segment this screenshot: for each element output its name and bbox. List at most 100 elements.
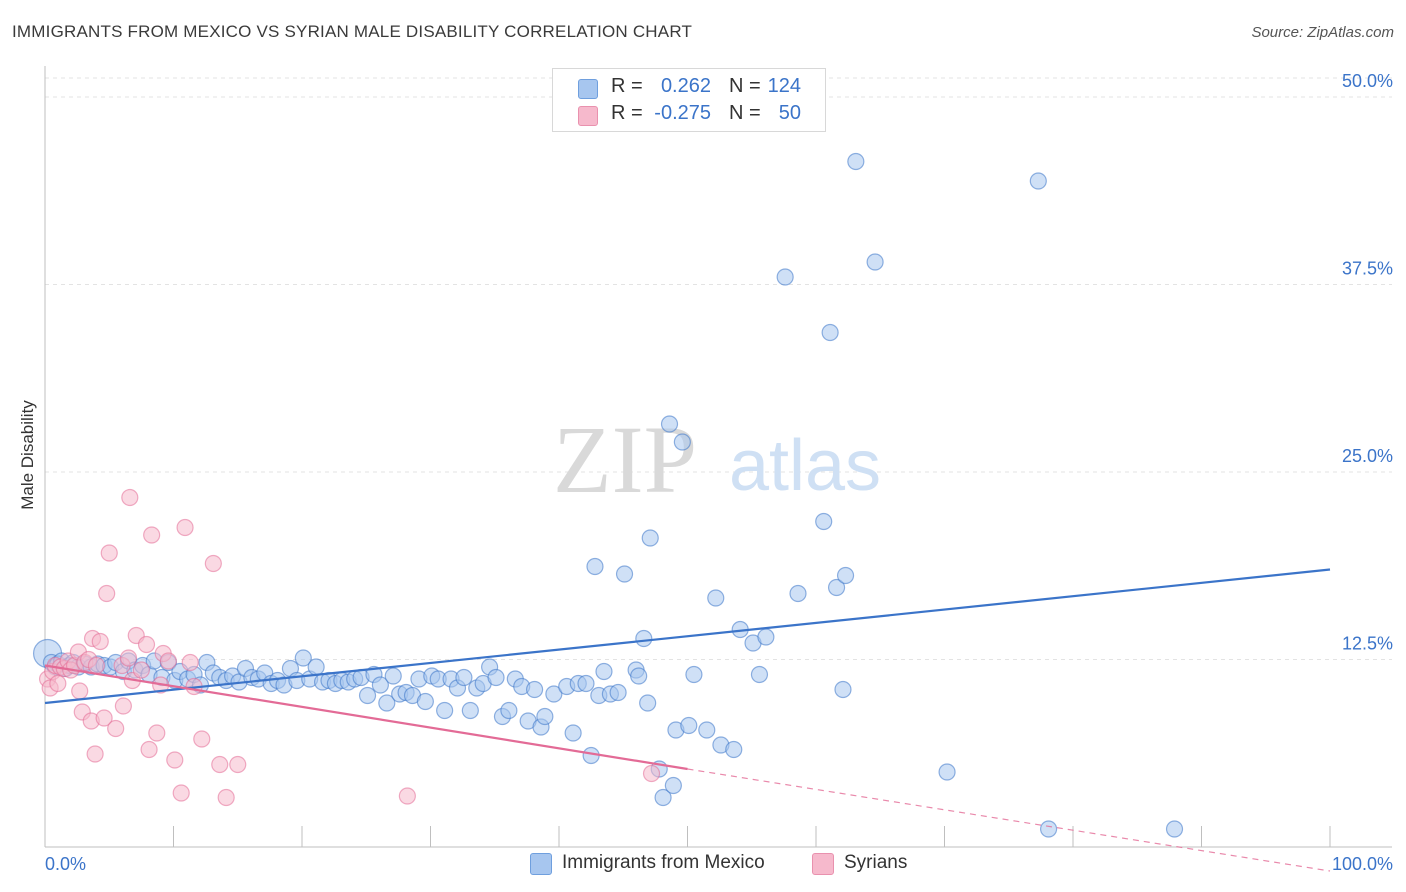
point-syrians <box>114 697 132 715</box>
stats-legend: R = 0.262 N = 124 R = -0.275 N = 50 <box>552 68 826 132</box>
point-mexico <box>866 253 884 271</box>
source-label: Source: ZipAtlas.com <box>1251 24 1394 41</box>
legend-row-syrians: R = -0.275 N = 50 <box>553 100 825 128</box>
legend-r-value: -0.275 <box>654 102 711 124</box>
grid-lines <box>45 77 1392 660</box>
point-syrians <box>95 709 113 727</box>
trend-lines <box>44 568 1331 872</box>
point-mexico <box>577 674 595 693</box>
point-mexico <box>635 629 653 648</box>
point-syrians <box>91 632 109 651</box>
legend-r-label: R = <box>611 75 643 97</box>
legend-swatch-syrians <box>578 106 598 126</box>
point-syrians <box>100 544 118 562</box>
point-mexico <box>660 415 679 433</box>
point-syrians <box>159 652 177 670</box>
x-tick-label: 100.0% <box>1332 854 1393 874</box>
point-mexico <box>815 512 833 531</box>
watermark-atlas: atlas <box>729 426 881 506</box>
point-mexico <box>487 668 505 687</box>
point-syrians <box>137 635 156 654</box>
point-mexico <box>1029 172 1047 190</box>
point-mexico <box>307 658 325 676</box>
point-mexico <box>639 694 657 712</box>
point-mexico <box>536 707 554 726</box>
point-syrians <box>176 518 194 537</box>
legend-n-label: N = <box>729 75 761 97</box>
point-syrians <box>132 661 150 679</box>
legend-r-label: R = <box>611 102 643 124</box>
point-mexico <box>776 268 794 286</box>
point-syrians <box>166 751 184 769</box>
point-mexico <box>938 763 956 781</box>
point-mexico <box>595 662 613 681</box>
point-syrians <box>98 584 116 603</box>
point-syrians <box>211 755 229 774</box>
point-syrians <box>172 784 190 802</box>
point-syrians <box>87 656 106 675</box>
point-mexico <box>836 566 855 585</box>
point-syrians <box>193 730 211 748</box>
point-mexico <box>378 694 396 712</box>
point-mexico <box>685 665 703 684</box>
chart-title: IMMIGRANTS FROM MEXICO VS SYRIAN MALE DI… <box>12 22 693 41</box>
point-mexico <box>609 683 627 702</box>
point-mexico <box>436 701 454 720</box>
y-tick-label: 12.5% <box>1342 634 1393 654</box>
series-syrians-points <box>38 488 661 807</box>
legend-swatch-mexico <box>530 853 552 875</box>
point-syrians <box>642 764 661 783</box>
point-mexico <box>586 557 604 576</box>
point-mexico <box>294 649 312 667</box>
point-mexico <box>821 323 839 342</box>
point-mexico <box>500 701 518 720</box>
point-mexico <box>416 692 434 711</box>
point-mexico <box>564 724 582 742</box>
point-syrians <box>204 554 222 573</box>
legend-row-mexico: R = 0.262 N = 124 <box>553 73 825 101</box>
point-mexico <box>664 776 682 795</box>
legend-swatch-mexico <box>578 79 598 99</box>
point-mexico <box>707 589 725 607</box>
point-mexico <box>525 680 544 699</box>
point-syrians <box>49 674 67 693</box>
point-mexico <box>725 740 743 759</box>
y-tick-label: 50.0% <box>1342 71 1393 91</box>
point-syrians <box>121 488 139 507</box>
point-mexico <box>847 152 865 171</box>
point-mexico <box>455 668 473 687</box>
point-mexico <box>615 565 634 583</box>
point-syrians <box>181 653 199 672</box>
tick-labels: 12.5% 25.0% 37.5% 50.0% 0.0% 100.0% <box>45 71 1393 874</box>
point-mexico <box>834 680 852 699</box>
point-mexico <box>582 746 600 765</box>
point-syrians <box>86 745 104 763</box>
point-mexico <box>789 584 807 603</box>
trendline-mexico <box>44 568 1331 705</box>
legend-n-label: N = <box>729 102 761 124</box>
trendline-syrians-extension <box>687 768 1331 872</box>
y-tick-label: 25.0% <box>1342 446 1393 466</box>
point-mexico <box>358 686 377 705</box>
point-mexico <box>1039 820 1058 838</box>
y-tick-label: 37.5% <box>1342 259 1393 279</box>
point-syrians <box>143 526 161 544</box>
point-mexico <box>1165 820 1184 838</box>
point-mexico <box>371 676 389 694</box>
point-syrians <box>71 682 89 700</box>
point-syrians <box>119 649 138 667</box>
point-syrians <box>140 740 158 759</box>
point-mexico <box>757 628 775 646</box>
point-syrians <box>398 787 416 805</box>
point-mexico <box>654 788 672 807</box>
point-syrians <box>217 788 235 807</box>
point-mexico <box>680 716 698 735</box>
point-syrians <box>229 755 247 774</box>
legend-swatch-syrians <box>812 853 834 875</box>
point-mexico <box>673 433 691 451</box>
point-mexico <box>750 665 769 684</box>
legend-label-syrians: Syrians <box>844 852 908 873</box>
series-legend: Immigrants from Mexico Syrians <box>0 850 1406 880</box>
point-syrians <box>148 724 166 742</box>
